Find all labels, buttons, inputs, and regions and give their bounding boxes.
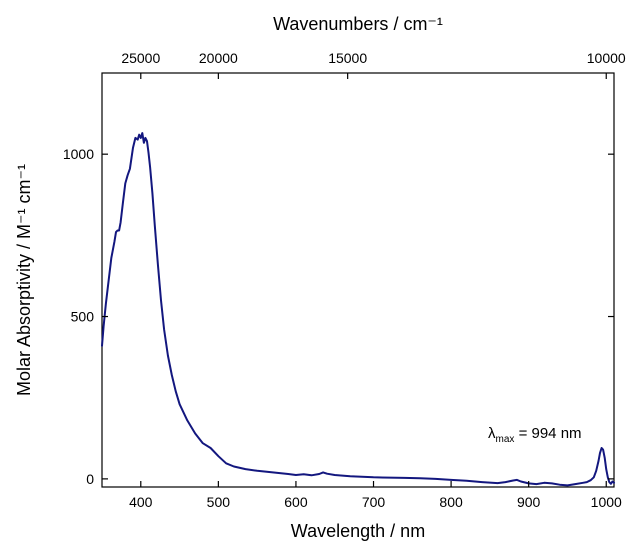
x-axis-ticks: 400 500 600 700 800 900 1000 [129, 481, 622, 510]
x-tick-label: 700 [362, 494, 386, 510]
x-tick-label: 600 [284, 494, 308, 510]
y-axis-ticks: 0 500 1000 [63, 146, 614, 487]
x-tick-label: 800 [439, 494, 463, 510]
top-axis-ticks: 25000 20000 15000 10000 [121, 50, 626, 79]
top-tick-label: 15000 [328, 50, 367, 66]
lambda-value: = 994 nm [514, 425, 581, 442]
lambda-max-annotation: λmax = 994 nm [488, 425, 582, 445]
x-axis-title: Wavelength / nm [291, 521, 425, 541]
plot-area [101, 72, 615, 488]
y-axis-title: Molar Absorptivity / M⁻¹ cm⁻¹ [14, 164, 34, 396]
x-tick-label: 1000 [591, 494, 622, 510]
plot-frame [101, 72, 615, 488]
y-tick-label: 0 [86, 471, 94, 487]
x-tick-label: 400 [129, 494, 153, 510]
spectrum-line [101, 132, 615, 487]
top-axis-title: Wavenumbers / cm⁻¹ [273, 14, 443, 34]
y-tick-label: 1000 [63, 146, 94, 162]
lambda-symbol: λ [488, 425, 496, 442]
x-tick-label: 900 [517, 494, 541, 510]
x-tick-label: 500 [207, 494, 231, 510]
lambda-subscript: max [496, 434, 515, 445]
top-tick-label: 20000 [199, 50, 238, 66]
top-tick-label: 10000 [587, 50, 626, 66]
y-tick-label: 500 [71, 309, 95, 325]
top-tick-label: 25000 [121, 50, 160, 66]
